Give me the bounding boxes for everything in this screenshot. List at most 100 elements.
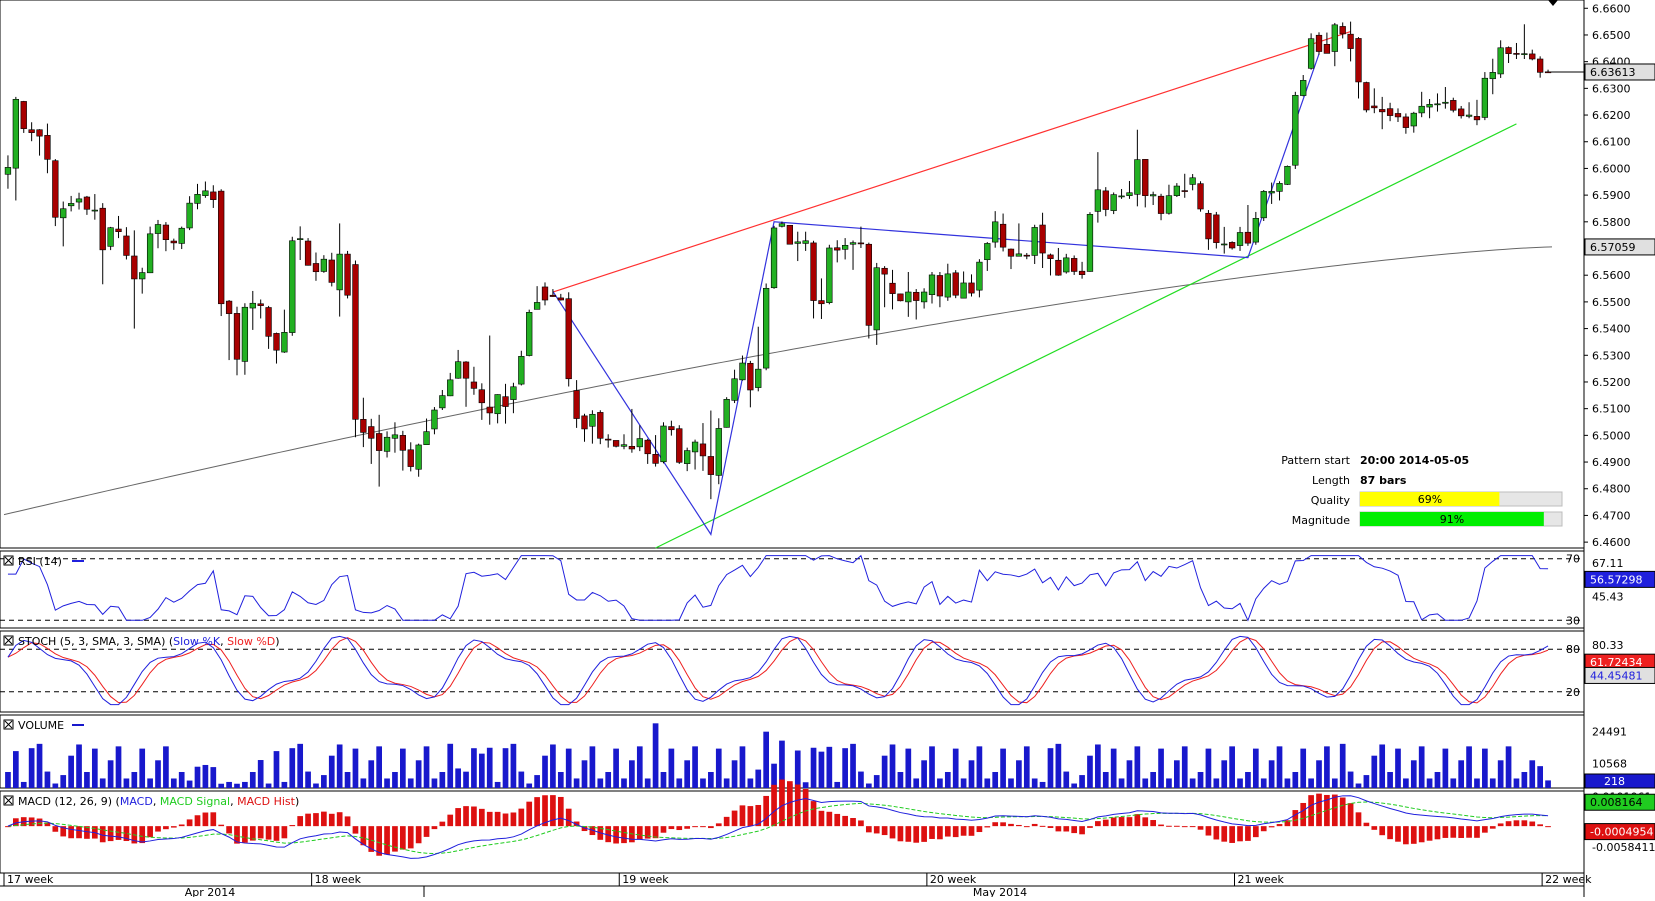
volume-bar [684,760,691,788]
macd-hist-bar [913,826,920,843]
volume-bar [1537,766,1543,788]
macd-hist-bar [1300,802,1307,827]
volume-bar [1505,746,1512,788]
macd-hist-bar [321,811,327,827]
rsi-indicator: 70 30 67.11 45.43 56.57298 [0,553,1655,627]
macd-hist-bar [1545,826,1551,828]
quality-value: 69% [1418,493,1442,506]
bear-candle [1371,105,1378,109]
macd-hist-bar [400,826,406,850]
macd-hist-bar [392,826,398,852]
macd-hist-bar [739,805,746,827]
macd-hist-bar [771,784,777,827]
pattern-info-panel: Pattern start 20:00 2014-05-05 Length 87… [1281,454,1563,527]
rsi-current-label: 56.57298 [1590,573,1643,586]
volume-pane [0,714,1585,789]
bear-candle [44,135,51,160]
macd-hist-bar [1245,826,1251,841]
price-labels: 6.63613 6.57059 [1551,63,1655,256]
volume-bar [1134,746,1141,788]
macd-hist-bar [115,826,122,840]
volume-bar [368,760,375,788]
volume-bar [1268,760,1275,788]
volume-bar [44,771,51,788]
volume-bar [779,740,785,788]
volume-bar [1047,748,1054,788]
x-month-label: Apr 2014 [185,886,236,897]
macd-hist-bar [1466,826,1472,838]
bull-candle [249,302,256,309]
volume-bar [439,771,446,788]
volume-bar [257,760,264,788]
stoch-label-20: 20 [1566,686,1580,699]
price-pane [0,0,1585,549]
macd-line [7,795,1549,859]
macd-title-main: MACD (12, 26, 9) [18,795,112,808]
bear-candle [913,291,920,301]
bear-candle [170,240,177,244]
macd-hist-bar [1537,824,1543,827]
x-axis: 17 week 18 week 19 week 20 week 21 week 22 we… [3,873,1592,899]
price-y-tick-label: 6.5800 [1592,216,1631,229]
macd-hist-bar [826,811,833,827]
macd-hist-bar [850,817,856,827]
volume-title: VOLUME [3,719,84,732]
bear-candle [747,362,754,391]
volume-bar [1126,760,1133,788]
bull-candle [1276,183,1283,192]
macd-hist-bar [1071,826,1078,834]
rsi-title-text: RSI (14) [18,555,62,568]
macd-hist-bar [1205,826,1212,836]
bear-candle [573,390,580,419]
price-y-tick-label: 6.4600 [1592,536,1631,549]
bull-candle [1284,165,1291,185]
macd-hist-bar [534,797,540,827]
price-y-tick-label: 6.4700 [1592,509,1631,522]
volume-bar [818,751,825,788]
volume-bar [755,769,762,788]
macd-hist-bar [368,826,375,852]
macd-hist-bar [1513,820,1520,827]
bear-candle [676,428,683,463]
bear-candle [1323,44,1331,54]
price-y-tick-label: 6.5400 [1592,323,1631,336]
volume-bar [1008,778,1014,788]
bull-candle [928,274,936,295]
bear-candle [865,243,872,326]
macd-hist-bar [423,826,430,837]
bear-candle [1513,53,1520,55]
stoch-d-label: 61.72434 [1590,656,1643,669]
volume-bar [700,778,706,788]
bull-candle [763,287,770,369]
pattern-start-label: Pattern start [1281,454,1350,467]
scroll-marker-icon[interactable] [1548,0,1558,6]
volume-bar [123,778,130,788]
volume-bar [629,760,635,788]
volume-bar [1331,778,1338,788]
rsi-current-box [1584,570,1655,588]
x-week-label: 17 week [7,873,54,886]
volume-bar [1403,778,1409,788]
macd-hist-bar [921,826,927,842]
macd-hist-bar [1410,826,1417,844]
volume-bar [937,778,943,788]
volume-bar [810,747,817,788]
bear-candle [1047,254,1054,259]
macd-hist-bar [471,806,477,827]
bull-candle [1521,53,1528,55]
macd-hist-bar [1331,794,1338,827]
bull-candle [447,379,454,397]
volume-bar [842,748,848,788]
macd-hist-label: -0.0004954 [1590,826,1653,839]
volume-bar [1442,748,1449,788]
macd-hist-bar [1110,817,1117,827]
volume-bar [5,771,11,788]
macd-hist-bar [660,826,667,833]
bull-candle [1110,194,1117,211]
volume-bar [360,778,367,788]
bear-candle [581,415,588,430]
bear-candle [462,361,470,379]
rsi-pane [0,550,1585,629]
volume-bar [131,771,138,788]
volume-bar [992,771,999,788]
